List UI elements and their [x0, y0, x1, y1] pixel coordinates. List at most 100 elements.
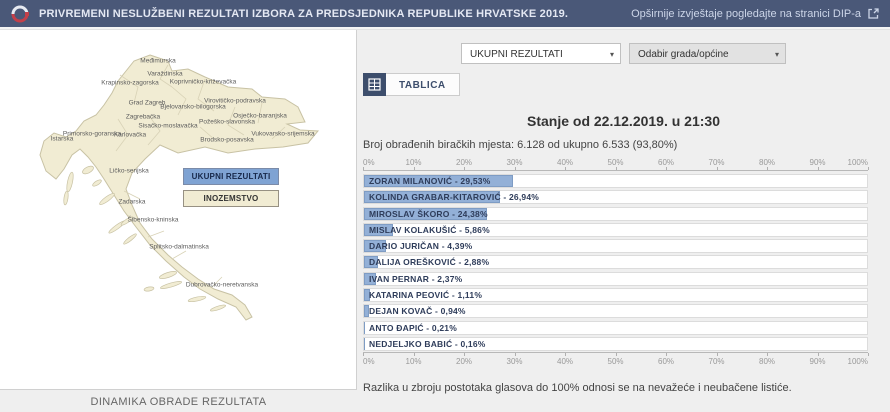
- axis-tick: [767, 167, 768, 170]
- axis-tick-label: 50%: [607, 357, 624, 366]
- results-select-value: UKUPNI REZULTATI: [470, 49, 563, 60]
- axis-tick-label: 70%: [708, 158, 725, 167]
- result-bar: [364, 289, 370, 302]
- axis-tick-label: 60%: [657, 158, 675, 167]
- result-bar-row: MISLAV KOLAKUŠIĆ - 5,86%: [363, 222, 868, 237]
- axis-tick-label: 20%: [455, 158, 473, 167]
- page-title: PRIVREMENI NESLUŽBENI REZULTATI IZBORA Z…: [39, 7, 569, 20]
- external-link-icon: [868, 8, 879, 19]
- axis-tick: [615, 353, 617, 356]
- result-bar-label: KOLINDA GRABAR-KITAROVIĆ - 26,94%: [369, 192, 540, 203]
- dip-site-link-label: Opširnije izvještaje pogledajte na stran…: [631, 7, 861, 20]
- result-bar-label: DALIJA OREŠKOVIĆ - 2,88%: [369, 257, 490, 268]
- result-bar-label: KATARINA PEOVIĆ - 1,11%: [369, 290, 483, 301]
- table-button-label: TABLICA: [386, 73, 460, 96]
- axis-tick: [514, 167, 516, 170]
- islands: [63, 165, 226, 312]
- result-bar-row: DALIJA OREŠKOVIĆ - 2,88%: [363, 255, 868, 270]
- axis-tick-label: 20%: [455, 357, 473, 366]
- axis-tick: [363, 167, 364, 170]
- app-header: PRIVREMENI NESLUŽBENI REZULTATI IZBORA Z…: [0, 0, 890, 27]
- axis-tick-label: 0%: [363, 357, 375, 366]
- axis-tick: [666, 353, 667, 356]
- city-select-value: Odabir grada/općine: [638, 49, 729, 60]
- header-divider: [0, 27, 890, 30]
- result-bar-row: KATARINA PEOVIĆ - 1,11%: [363, 288, 868, 303]
- axis-tick-label: 30%: [506, 158, 523, 167]
- result-bar-row: KOLINDA GRABAR-KITAROVIĆ - 26,94%: [363, 190, 868, 205]
- chart-rows: ZORAN MILANOVIĆ - 29,53% KOLINDA GRABAR-K…: [363, 174, 868, 351]
- axis-tick-label: 70%: [708, 357, 725, 366]
- axis-tick-label: 10%: [405, 158, 422, 167]
- axis-tick: [565, 353, 566, 356]
- result-bar-row: IVAN PERNAR - 2,37%: [363, 271, 868, 286]
- axis-tick: [817, 167, 819, 170]
- result-bar: [364, 223, 394, 236]
- axis-tick-label: 90%: [809, 357, 826, 366]
- result-bar-label: NEDJELJKO BABIĆ - 0,16%: [369, 338, 486, 349]
- axis-tick: [464, 167, 465, 170]
- result-bar-label: IVAN PERNAR - 2,37%: [369, 273, 463, 284]
- axis-tick: [817, 353, 819, 356]
- dynamics-link[interactable]: DINAMIKA OBRADE REZULTATA: [90, 396, 267, 408]
- result-bar: [364, 272, 376, 285]
- axis-tick-label: 30%: [506, 357, 523, 366]
- processed-stations-text: Broj obrađenih biračkih mjesta: 6.128 od…: [363, 139, 678, 151]
- result-bar-row: ZORAN MILANOVIĆ - 29,53%: [363, 174, 868, 188]
- axis-tick-label: 0%: [363, 158, 375, 167]
- result-bar: [364, 305, 369, 318]
- result-bar-label: ANTO ĐAPIĆ - 0,21%: [369, 322, 457, 333]
- axis-tick: [413, 353, 415, 356]
- footnote-text: Razlika u zbroju postotaka glasova do 10…: [363, 382, 792, 394]
- filter-controls: UKUPNI REZULTATI ▾ Odabir grada/općine ▾: [357, 43, 890, 64]
- axis-tick-label: 50%: [607, 158, 624, 167]
- result-bar-row: DEJAN KOVAČ - 0,94%: [363, 304, 868, 319]
- result-bar-label: DARIO JURIČAN - 4,39%: [369, 241, 473, 252]
- axis-tick-label: 40%: [556, 357, 574, 366]
- axis-tick: [868, 167, 869, 170]
- map-button-inozemstvo[interactable]: INOZEMSTVO: [183, 190, 279, 207]
- dip-site-link[interactable]: Opširnije izvještaje pogledajte na stran…: [631, 7, 880, 20]
- result-bar: [364, 321, 366, 334]
- axis-tick: [615, 167, 617, 170]
- result-bar-label: MISLAV KOLAKUŠIĆ - 5,86%: [369, 224, 490, 235]
- result-bar-label: MIROSLAV ŠKORO - 24,38%: [369, 208, 488, 219]
- axis-tick: [514, 353, 516, 356]
- chart-axis-bottom: 0% 10% 20% 30% 40% 50% 60% 70% 80% 90% 100%: [363, 352, 869, 367]
- axis-tick-label: 40%: [556, 158, 574, 167]
- axis-tick: [716, 167, 718, 170]
- axis-tick: [666, 167, 667, 170]
- axis-tick-label: 80%: [758, 357, 776, 366]
- result-bar: [364, 337, 365, 350]
- chevron-down-icon: ▾: [609, 50, 614, 59]
- result-bar-label: ZORAN MILANOVIĆ - 29,53%: [369, 176, 491, 186]
- result-bar: [364, 207, 487, 220]
- status-heading: Stanje od 22.12.2019. u 21:30: [527, 113, 720, 129]
- result-bar-row: MIROSLAV ŠKORO - 24,38%: [363, 206, 868, 221]
- axis-tick: [413, 167, 415, 170]
- result-bar: [364, 256, 379, 269]
- axis-tick: [767, 353, 768, 356]
- axis-tick-label: 60%: [657, 357, 675, 366]
- axis-tick-label: 10%: [405, 357, 422, 366]
- result-bar-row: DARIO JURIČAN - 4,39%: [363, 239, 868, 254]
- chart-axis-top: 0% 10% 20% 30% 40% 50% 60% 70% 80% 90% 100%: [363, 158, 869, 171]
- city-select[interactable]: Odabir grada/općine ▾: [629, 43, 786, 64]
- table-view-button[interactable]: TABLICA: [363, 73, 460, 96]
- map-button-ukupni-rezultati[interactable]: UKUPNI REZULTATI: [183, 168, 279, 185]
- county-borders: [115, 64, 286, 288]
- result-bar: [364, 240, 387, 253]
- result-bar-label: DEJAN KOVAČ - 0,94%: [369, 306, 466, 317]
- croatia-mainland-shape[interactable]: [39, 54, 320, 321]
- results-panel: UKUPNI REZULTATI ▾ Odabir grada/općine ▾…: [357, 30, 890, 412]
- axis-tick: [464, 353, 465, 356]
- axis-tick: [868, 353, 869, 356]
- chevron-down-icon: ▾: [774, 50, 779, 59]
- axis-tick-label: 100%: [847, 357, 868, 366]
- axis-tick: [716, 353, 718, 356]
- axis-tick-label: 90%: [809, 158, 826, 167]
- result-bar-row: NEDJELJKO BABIĆ - 0,16%: [363, 336, 868, 351]
- croatia-map[interactable]: [0, 30, 357, 370]
- results-select[interactable]: UKUPNI REZULTATI ▾: [461, 43, 621, 64]
- result-bar-row: ANTO ĐAPIĆ - 0,21%: [363, 320, 868, 335]
